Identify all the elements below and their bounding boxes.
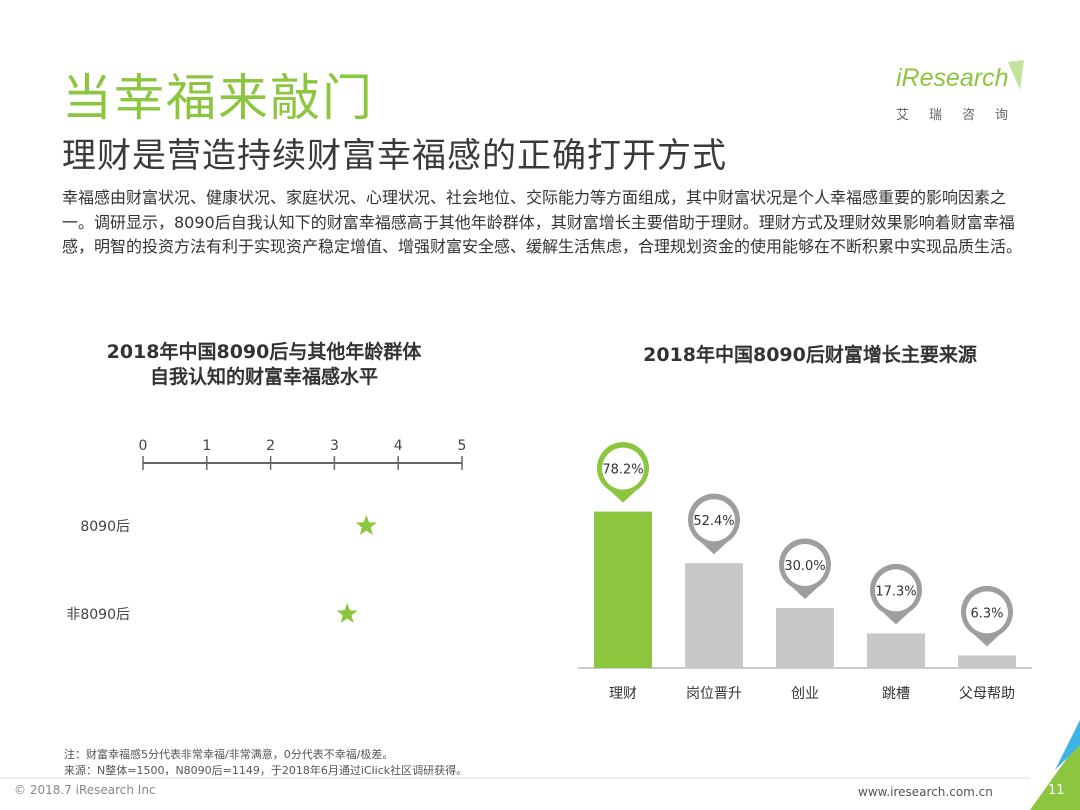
chart1-title-line1: 2018年中国8090后与其他年龄群体 bbox=[106, 341, 422, 363]
logo-subtext: 艾瑞咨询 bbox=[896, 108, 1029, 123]
chart-note: 注：财富幸福感5分代表非常幸福/非常满意，0分代表不幸福/极差。 bbox=[64, 748, 394, 761]
data-label: 6.3% bbox=[970, 606, 1003, 621]
chart1-title-line2: 自我认知的财富幸福感水平 bbox=[149, 366, 378, 388]
bar bbox=[958, 655, 1016, 668]
chart1-title: 2018年中国8090后与其他年龄群体 自我认知的财富幸福感水平 bbox=[84, 340, 444, 390]
star-marker bbox=[355, 515, 377, 535]
chart-source: 来源：N整体=1500，N8090后=1149，于2018年6月通过iClick… bbox=[64, 764, 468, 777]
bar bbox=[867, 633, 925, 668]
category-label: 跳槽 bbox=[882, 686, 910, 702]
value-pin-inner bbox=[875, 569, 917, 612]
value-pin-inner bbox=[966, 591, 1008, 634]
value-pin-inner bbox=[693, 499, 735, 542]
category-label: 理财 bbox=[609, 686, 637, 702]
logo-banner-icon bbox=[890, 60, 1024, 100]
footer-copyright: © 2018.7 iResearch Inc bbox=[14, 783, 156, 797]
category-label: 创业 bbox=[791, 686, 819, 702]
x-tick-label: 0 bbox=[139, 438, 148, 454]
category-label: 父母帮助 bbox=[959, 686, 1015, 702]
footer-url[interactable]: www.iresearch.com.cn bbox=[858, 785, 993, 799]
x-tick-label: 1 bbox=[202, 438, 211, 454]
row-label: 8090后 bbox=[80, 519, 130, 535]
bar bbox=[685, 563, 743, 668]
x-tick-label: 4 bbox=[394, 438, 403, 454]
page-title: 当幸福来敲门 bbox=[62, 69, 374, 127]
bar bbox=[594, 511, 652, 668]
chart2-title: 2018年中国8090后财富增长主要来源 bbox=[643, 344, 977, 366]
data-label: 52.4% bbox=[693, 514, 734, 529]
x-tick-label: 5 bbox=[458, 438, 467, 454]
data-label: 30.0% bbox=[784, 559, 825, 574]
category-label: 岗位晋升 bbox=[686, 686, 742, 702]
logo-text: iResearch bbox=[896, 64, 1009, 92]
star-marker bbox=[336, 603, 358, 623]
body-paragraph: 幸福感由财富状况、健康状况、家庭状况、心理状况、社会地位、交际能力等方面组成，其… bbox=[62, 188, 1023, 256]
value-pin-inner bbox=[784, 544, 826, 586]
iresearch-logo: iResearch 艾瑞咨询 bbox=[890, 60, 1040, 130]
page-subtitle: 理财是营造持续财富幸福感的正确打开方式 bbox=[62, 136, 727, 176]
page-number: 11 bbox=[1048, 783, 1065, 798]
x-tick-label: 3 bbox=[330, 438, 339, 454]
x-tick-label: 2 bbox=[266, 438, 275, 454]
row-label: 非8090后 bbox=[66, 607, 130, 623]
data-label: 17.3% bbox=[875, 584, 916, 599]
data-label: 78.2% bbox=[602, 463, 643, 478]
value-pin-inner bbox=[602, 447, 644, 490]
bar bbox=[776, 608, 834, 668]
